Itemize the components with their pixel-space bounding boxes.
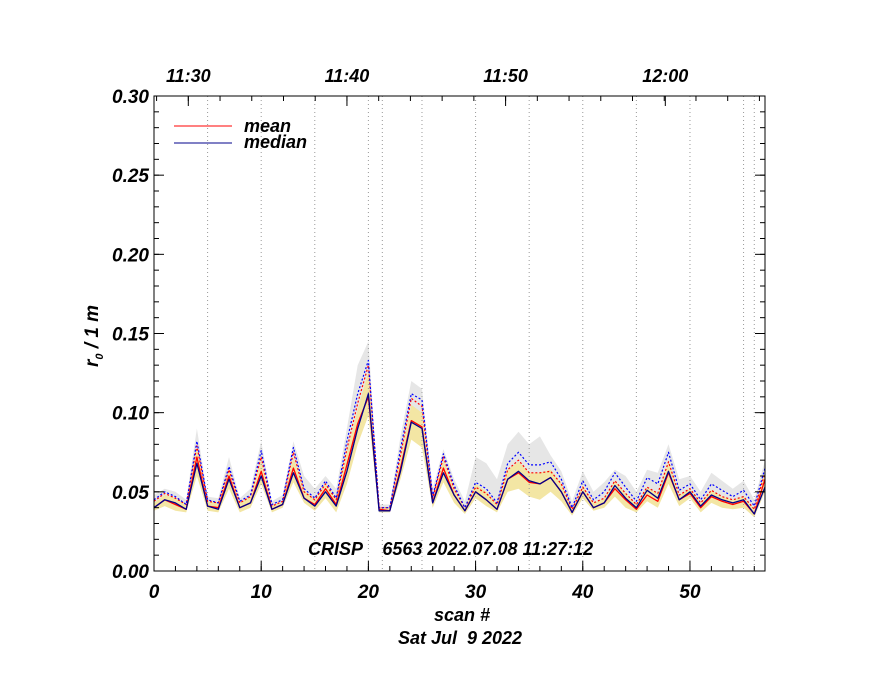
series-lines	[153, 359, 766, 515]
time-tick-label: 11:50	[483, 66, 528, 86]
legend-median-label: median	[244, 132, 307, 152]
axes	[153, 95, 766, 572]
time-tick-label: 11:30	[166, 66, 211, 86]
series-line-mean-sigma-dotted-	[153, 364, 766, 510]
x-tick-label: 50	[679, 582, 701, 603]
y-tick-label: 0.00	[112, 562, 149, 583]
range-bands	[154, 341, 765, 518]
y-tick-label: 0.05	[112, 483, 149, 504]
y-axis-label-main: r	[82, 358, 103, 367]
time-tick-label: 12:00	[642, 66, 688, 86]
instrument-annotation: CRISP 6563 2022.07.08 11:27:12	[308, 539, 593, 559]
y-axis-label: r0 / 1 m	[82, 305, 106, 367]
x-tick-label: 30	[465, 582, 487, 603]
legend: mean median	[174, 116, 307, 152]
time-tick-label: 11:40	[325, 66, 370, 86]
x-axis-label: scan #	[434, 605, 490, 625]
x-tick-label: 10	[251, 582, 273, 603]
y-tick-label: 0.30	[112, 87, 149, 108]
band-median-range	[154, 341, 765, 514]
y-tick-label: 0.15	[112, 325, 149, 346]
x-tick-label: 20	[357, 582, 380, 603]
legend-mean-label: mean	[244, 116, 291, 136]
y-tick-label: 0.25	[112, 166, 149, 187]
y-tick-label: 0.20	[112, 245, 149, 266]
y-tick-label: 0.10	[112, 404, 149, 425]
series-line-median	[153, 393, 766, 515]
x-tick-label: 40	[571, 582, 594, 603]
x-tick-label: 0	[149, 582, 160, 603]
date-label: Sat Jul 9 2022	[398, 628, 522, 648]
tick-labels: 0.00 0.05 0.10 0.15 0.20 0.25 0.30 0 10 20 30 40 50 1…	[112, 66, 701, 603]
y-axis-label-sub: 0	[94, 353, 106, 360]
y-axis-label-rest: / 1 m	[82, 305, 103, 354]
